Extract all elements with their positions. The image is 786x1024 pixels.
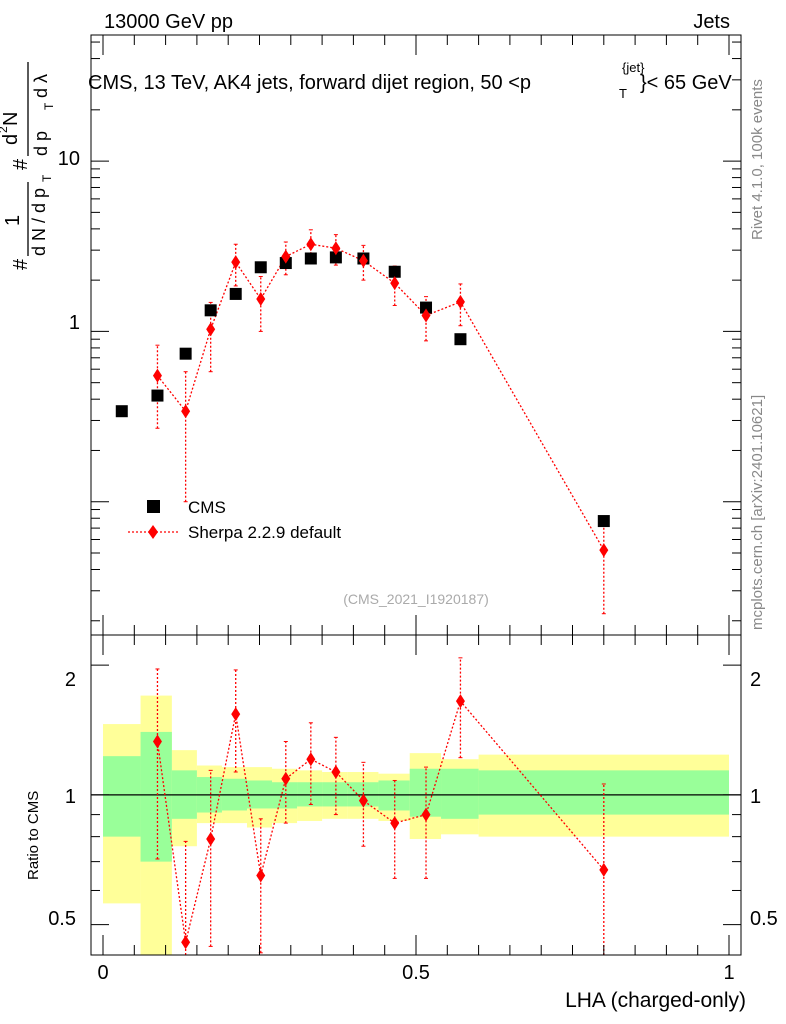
main-ytick-label-1: 1	[69, 312, 80, 334]
legend: CMS Sherpa 2.2.9 default	[128, 498, 341, 542]
sherpa-point	[306, 237, 316, 252]
cms-data-point	[254, 261, 267, 274]
ratio-sherpa-point	[455, 694, 465, 709]
ylabel-hash-1: #	[10, 258, 32, 270]
legend-sherpa-marker	[148, 525, 158, 539]
ratio-band-inner	[103, 756, 141, 837]
plot-title: CMS, 13 TeV, AK4 jets, forward dijet reg…	[88, 72, 531, 94]
legend-cms-label: CMS	[188, 498, 226, 517]
ylabel-sub-t-1: T	[40, 174, 54, 182]
sherpa-point	[181, 404, 191, 419]
plot-title-superscript: {jet}	[622, 60, 645, 75]
analysis-id-label: (CMS_2021_I1920187)	[343, 591, 489, 607]
sherpa-point	[256, 291, 266, 306]
ratio-sherpa-point	[390, 816, 400, 831]
ylabel-exponent-2: 2	[0, 126, 10, 133]
xtick-label-1: 1	[723, 962, 734, 984]
sherpa-point	[358, 253, 368, 268]
ylabel-n-top: N	[0, 112, 22, 126]
xtick-label-0.5: 0.5	[402, 962, 430, 984]
ylabel-one: 1	[2, 215, 24, 226]
plot-title-subscript: T	[619, 86, 627, 101]
energy-label: 13000 GeV pp	[104, 11, 233, 33]
ylabel-dpt-bottom: d p	[31, 131, 51, 156]
ratio-sherpa-point	[306, 752, 316, 767]
ylabel-hash-2: #	[10, 158, 32, 170]
xtick-label-0: 0	[97, 962, 108, 984]
legend-cms-marker	[147, 500, 160, 513]
ratio-ytick-label-left-1: 1	[65, 786, 76, 808]
ratio-sherpa-point	[358, 793, 368, 808]
ratio-ytick-label-right-2: 2	[750, 669, 761, 691]
cms-data-point	[115, 405, 128, 418]
legend-sherpa-label: Sherpa 2.2.9 default	[188, 523, 341, 542]
cms-data-point	[179, 347, 192, 360]
ratio-sherpa-point	[181, 935, 191, 950]
sherpa-point	[455, 294, 465, 309]
main-ytick-label-10: 10	[58, 148, 80, 170]
sherpa-point	[231, 255, 241, 270]
ylabel-sub-t-2: T	[42, 102, 56, 110]
sherpa-point	[152, 368, 162, 383]
ratio-sherpa-point	[206, 831, 216, 846]
ratio-ytick-label-right-0.5: 0.5	[750, 908, 778, 930]
ratio-band-inner	[478, 770, 729, 815]
sherpa-point	[281, 249, 291, 264]
sherpa-point	[599, 543, 609, 558]
cms-data-point	[597, 515, 610, 528]
ylabel-d-bottom: d	[31, 88, 51, 98]
sherpa-point	[331, 241, 341, 256]
x-axis-label: LHA (charged-only)	[565, 989, 746, 1012]
cms-data-point	[454, 333, 467, 346]
ratio-band-inner	[140, 731, 172, 862]
sherpa-point	[206, 322, 216, 337]
plot-title-end: }< 65 GeV	[640, 72, 732, 94]
ratio-sherpa-point	[231, 707, 241, 722]
cms-data-point	[229, 287, 242, 300]
ratio-ytick-label-left-0.5: 0.5	[48, 908, 76, 930]
ratio-sherpa-point	[331, 765, 341, 780]
ratio-band-inner	[441, 768, 479, 819]
sherpa-point	[421, 308, 431, 323]
ratio-ylabel: Ratio to CMS	[25, 791, 42, 880]
cms-data-point	[388, 265, 401, 278]
category-label: Jets	[693, 11, 730, 33]
ratio-sherpa-point	[256, 868, 266, 883]
main-plot-frame	[90, 34, 742, 636]
mcplots-site-label: mcplots.cern.ch [arXiv:2401.10621]	[749, 395, 766, 630]
ratio-ytick-label-left-2: 2	[65, 669, 76, 691]
ylabel-lambda: λ	[31, 74, 51, 83]
plot-title-main: CMS, 13 TeV, AK4 jets, forward dijet reg…	[88, 72, 531, 94]
ratio-panel: 2 1 0.5 2 1 0.5 Ratio to CMS 0 0.5 1 LHA…	[25, 634, 778, 1012]
sherpa-point	[390, 276, 400, 291]
ratio-sherpa-point	[599, 862, 609, 877]
cms-data-point	[420, 301, 433, 314]
ratio-sherpa-point	[152, 734, 162, 749]
cms-data-point	[204, 304, 217, 317]
cms-data-point	[329, 251, 342, 264]
ratio-sherpa-point	[421, 807, 431, 822]
ratio-ytick-label-right-1: 1	[750, 786, 761, 808]
ylabel-d-top: d	[0, 134, 22, 145]
ratio-sherpa-point	[281, 771, 291, 786]
cms-data-point	[304, 252, 317, 265]
ylabel-dn-dpt: d N / d p	[29, 188, 49, 256]
main-panel: CMS, 13 TeV, AK4 jets, forward dijet reg…	[58, 34, 742, 636]
cms-data-point	[151, 389, 164, 402]
main-ylabel: # 1 d N / d p T # d 2 N d p T d λ	[0, 62, 56, 270]
rivet-version-label: Rivet 4.1.0, 100k events	[749, 79, 766, 240]
